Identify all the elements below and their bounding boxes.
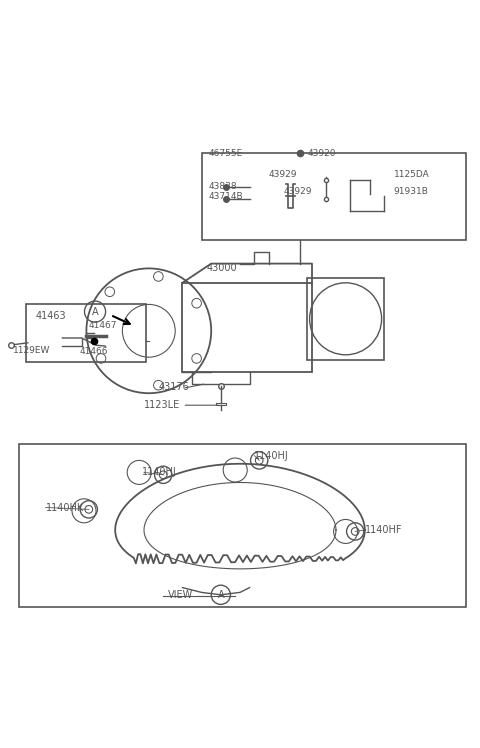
Text: 41466: 41466 [79, 347, 108, 356]
Bar [19, 444, 466, 607]
Text: 41467: 41467 [89, 321, 117, 330]
Text: 46755E: 46755E [209, 149, 243, 158]
Text: 1123LE: 1123LE [144, 400, 180, 410]
Text: 91931B: 91931B [394, 187, 429, 196]
Bar [202, 153, 466, 239]
Text: 43838: 43838 [209, 183, 238, 191]
Text: 1140HK: 1140HK [46, 503, 84, 513]
Text: 43929: 43929 [283, 187, 312, 196]
Text: 43000: 43000 [206, 263, 237, 274]
Text: 43920: 43920 [307, 149, 336, 158]
Bar [307, 278, 384, 360]
Text: 1125DA: 1125DA [394, 171, 429, 180]
Text: VIEW: VIEW [168, 590, 193, 600]
Text: 41463: 41463 [36, 311, 67, 322]
Bar [26, 304, 146, 362]
Text: 1129EW: 1129EW [13, 346, 51, 355]
Text: 43929: 43929 [269, 171, 297, 180]
Text: 43176: 43176 [158, 382, 189, 393]
Text: 1140HF: 1140HF [365, 525, 402, 535]
Bar [182, 283, 312, 372]
Text: 1140HJ: 1140HJ [142, 468, 176, 477]
Text: 1140HJ: 1140HJ [254, 450, 289, 461]
Text: 43714B: 43714B [209, 192, 243, 201]
Text: A: A [217, 590, 224, 600]
Text: A: A [92, 307, 98, 316]
